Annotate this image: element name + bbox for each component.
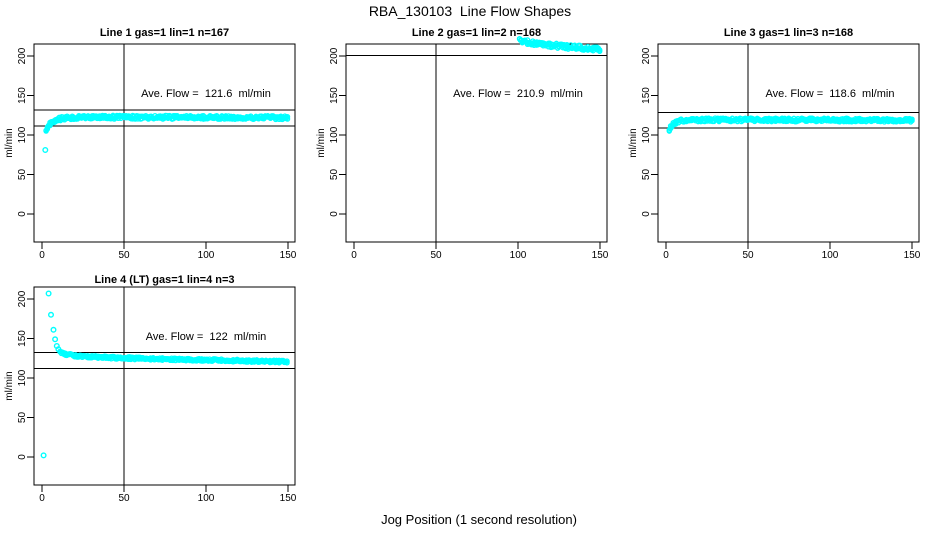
panel-3-ave-flow-annotation: Ave. Flow = 118.6 ml/min [765, 88, 895, 100]
svg-text:150: 150 [280, 250, 297, 261]
panel-1-ave-flow-annotation: Ave. Flow = 121.6 ml/min [141, 88, 271, 100]
svg-text:150: 150 [17, 87, 28, 104]
svg-text:50: 50 [329, 169, 340, 181]
svg-text:100: 100 [510, 250, 527, 261]
svg-text:ml/min: ml/min [316, 128, 327, 157]
panel-2-ave-flow-annotation: Ave. Flow = 210.9 ml/min [453, 88, 583, 100]
svg-text:0: 0 [17, 454, 28, 460]
svg-text:100: 100 [198, 250, 215, 261]
x-axis-label: Jog Position (1 second resolution) [381, 512, 577, 527]
svg-text:0: 0 [351, 250, 357, 261]
svg-text:ml/min: ml/min [4, 371, 15, 400]
svg-text:100: 100 [198, 493, 215, 504]
svg-text:ml/min: ml/min [628, 128, 639, 157]
svg-text:100: 100 [17, 126, 28, 143]
svg-text:0: 0 [39, 250, 45, 261]
svg-text:200: 200 [17, 47, 28, 64]
svg-text:150: 150 [904, 250, 921, 261]
svg-text:50: 50 [17, 169, 28, 181]
svg-text:0: 0 [641, 211, 652, 217]
svg-text:200: 200 [17, 290, 28, 307]
svg-text:50: 50 [118, 250, 130, 261]
svg-text:0: 0 [17, 211, 28, 217]
svg-text:0: 0 [39, 493, 45, 504]
svg-text:ml/min: ml/min [4, 128, 15, 157]
svg-text:150: 150 [17, 330, 28, 347]
svg-text:0: 0 [663, 250, 669, 261]
svg-text:50: 50 [641, 169, 652, 181]
panel-1-title: Line 1 gas=1 lin=1 n=167 [99, 27, 230, 39]
svg-text:50: 50 [17, 412, 28, 424]
panel-3-title: Line 3 gas=1 lin=3 n=168 [723, 27, 854, 39]
svg-text:50: 50 [742, 250, 754, 261]
svg-text:50: 50 [430, 250, 442, 261]
svg-text:150: 150 [641, 87, 652, 104]
svg-text:50: 50 [118, 493, 130, 504]
svg-text:200: 200 [329, 47, 340, 64]
svg-text:150: 150 [592, 250, 609, 261]
svg-text:150: 150 [280, 493, 297, 504]
panel-2-title: Line 2 gas=1 lin=2 n=168 [411, 27, 542, 39]
panel-4-title: Line 4 (LT) gas=1 lin=4 n=3 [94, 274, 235, 286]
svg-text:0: 0 [329, 211, 340, 217]
svg-text:100: 100 [17, 369, 28, 386]
svg-text:150: 150 [329, 87, 340, 104]
panel-4-ave-flow-annotation: Ave. Flow = 122 ml/min [145, 331, 267, 343]
svg-text:100: 100 [329, 126, 340, 143]
svg-text:200: 200 [641, 47, 652, 64]
main-title: RBA_130103 Line Flow Shapes [368, 3, 572, 19]
svg-text:100: 100 [641, 126, 652, 143]
svg-text:100: 100 [822, 250, 839, 261]
